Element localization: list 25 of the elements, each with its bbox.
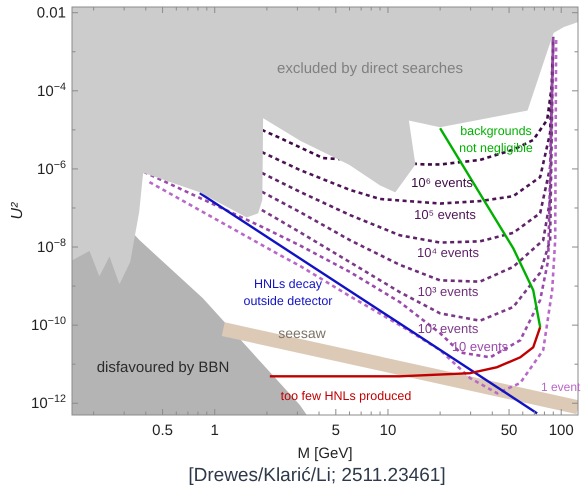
y-tick-label: 10$^{−10}$ [30,315,66,334]
y-tick-label: 10$^{−4}$ [37,80,66,100]
x-tick-label: 1 [210,422,219,439]
series-label: disfavoured by BBN [96,359,230,376]
x-tick-label: 10 [380,422,396,439]
y-tick-label: 0.01 [36,4,66,22]
series-label: 10² events [418,321,479,336]
series-label: 10⁵ events [414,207,476,222]
y-axis-title: U² [9,202,26,220]
series-label: HNLs decay outside detector [244,277,332,308]
x-tick-label: 100 [548,422,574,439]
series-label: seesaw [278,325,327,341]
x-axis-title: M [GeV] [297,445,353,462]
y-tick-label: 10$^{−6}$ [37,158,66,178]
series-label: 10⁶ events [411,175,474,190]
y-tick-label: 10$^{−8}$ [37,237,66,256]
series-label: 10³ events [418,284,479,299]
text: [Drewes/Klarić/Li; 2511.23461] [188,465,446,485]
y-tick-label: 10$^{−12}$ [30,393,66,412]
x-tick-label: 5 [332,422,340,439]
series-label: 10⁴ events [417,245,480,260]
x-tick-label: 50 [500,422,518,439]
text: excluded by direct searches [277,60,463,77]
series-label: too few HNLs produced [280,389,412,403]
x-tick-label: 0.5 [152,422,174,439]
